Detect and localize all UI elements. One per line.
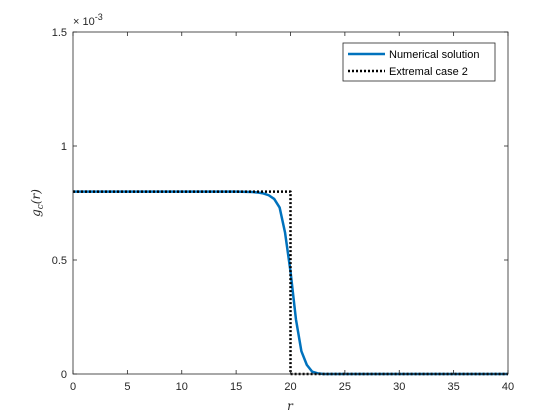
y-tick-label: 0.5 — [52, 255, 67, 267]
legend-entry-extremal-case-2: Extremal case 2 — [389, 66, 468, 78]
x-tick-label: 0 — [70, 381, 76, 393]
x-tick-label: 5 — [124, 381, 130, 393]
x-tick-label: 20 — [284, 381, 296, 393]
y-exponent-label: × 10-3 — [73, 12, 103, 28]
legend-box — [342, 42, 496, 82]
x-tick-label: 35 — [448, 381, 460, 393]
y-tick-label: 1.5 — [52, 27, 67, 39]
x-tick-label: 25 — [339, 381, 351, 393]
y-tick-label: 0 — [61, 369, 67, 381]
x-tick-label: 30 — [393, 381, 405, 393]
y-axis-label-sub: c — [36, 204, 46, 209]
x-tick-label: 40 — [502, 381, 514, 393]
legend: Numerical solution Extremal case 2 — [342, 42, 496, 82]
y-axis-label-arg: (r) — [29, 189, 43, 204]
x-tick-label: 15 — [230, 381, 242, 393]
x-tick-label: 10 — [176, 381, 188, 393]
legend-entry-numerical-solution: Numerical solution — [389, 49, 479, 61]
ticks-layer: 0 5 10 15 20 25 30 35 40 0 0.5 1 1.5 — [52, 27, 514, 393]
y-tick-label: 1 — [61, 141, 67, 153]
y-axis-label: gc(r) — [29, 189, 46, 217]
x-axis-label: r — [287, 399, 294, 413]
y-axis-label-base: g — [29, 209, 43, 217]
